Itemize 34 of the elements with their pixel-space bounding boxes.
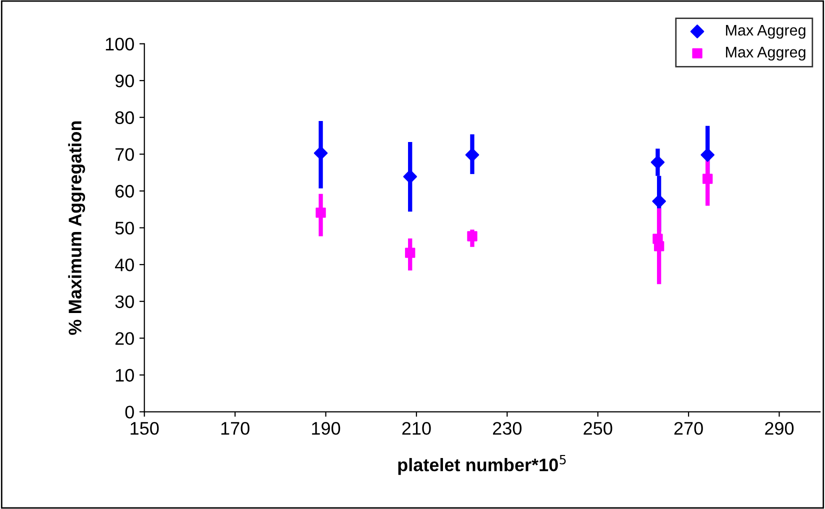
x-tick-label: 190	[312, 422, 340, 435]
point	[465, 148, 480, 162]
y-tick-label: 80	[115, 111, 134, 124]
legend-label: Max Aggreg	[726, 46, 806, 61]
point	[467, 231, 478, 242]
y-tick-label: 0	[125, 406, 134, 418]
point	[403, 170, 418, 184]
x-tick-label: 270	[674, 422, 703, 435]
x-tick-label: 250	[584, 422, 612, 435]
point	[700, 148, 714, 162]
y-tick-label: 60	[115, 184, 134, 198]
x-tick-label: 290	[765, 422, 794, 435]
x-tick-label: 210	[402, 422, 431, 435]
y-tick-label: 40	[114, 258, 134, 272]
y-tick-label: 90	[115, 74, 134, 88]
x-axis-title: platelet number*10$^{5}$	[398, 455, 566, 475]
y-tick-label: 30	[115, 295, 134, 308]
point	[314, 146, 328, 160]
point	[650, 155, 665, 170]
y-axis-title: % Maximum Aggregation	[68, 121, 86, 335]
y-tick-label: 50	[115, 222, 134, 234]
x-tick-label: 230	[493, 422, 522, 435]
x-tick-label: 150	[130, 422, 159, 435]
legend-label: Max Aggreg	[726, 24, 806, 39]
y-tick-label: 100	[106, 38, 134, 50]
point	[316, 208, 326, 218]
point	[652, 194, 666, 208]
y-tick-label: 20	[115, 332, 134, 345]
point	[654, 241, 664, 252]
y-tick-label: 10	[116, 368, 134, 382]
point	[405, 248, 416, 258]
point	[702, 174, 713, 184]
x-tick-label: 170	[221, 422, 250, 435]
y-tick-label: 70	[115, 148, 134, 161]
